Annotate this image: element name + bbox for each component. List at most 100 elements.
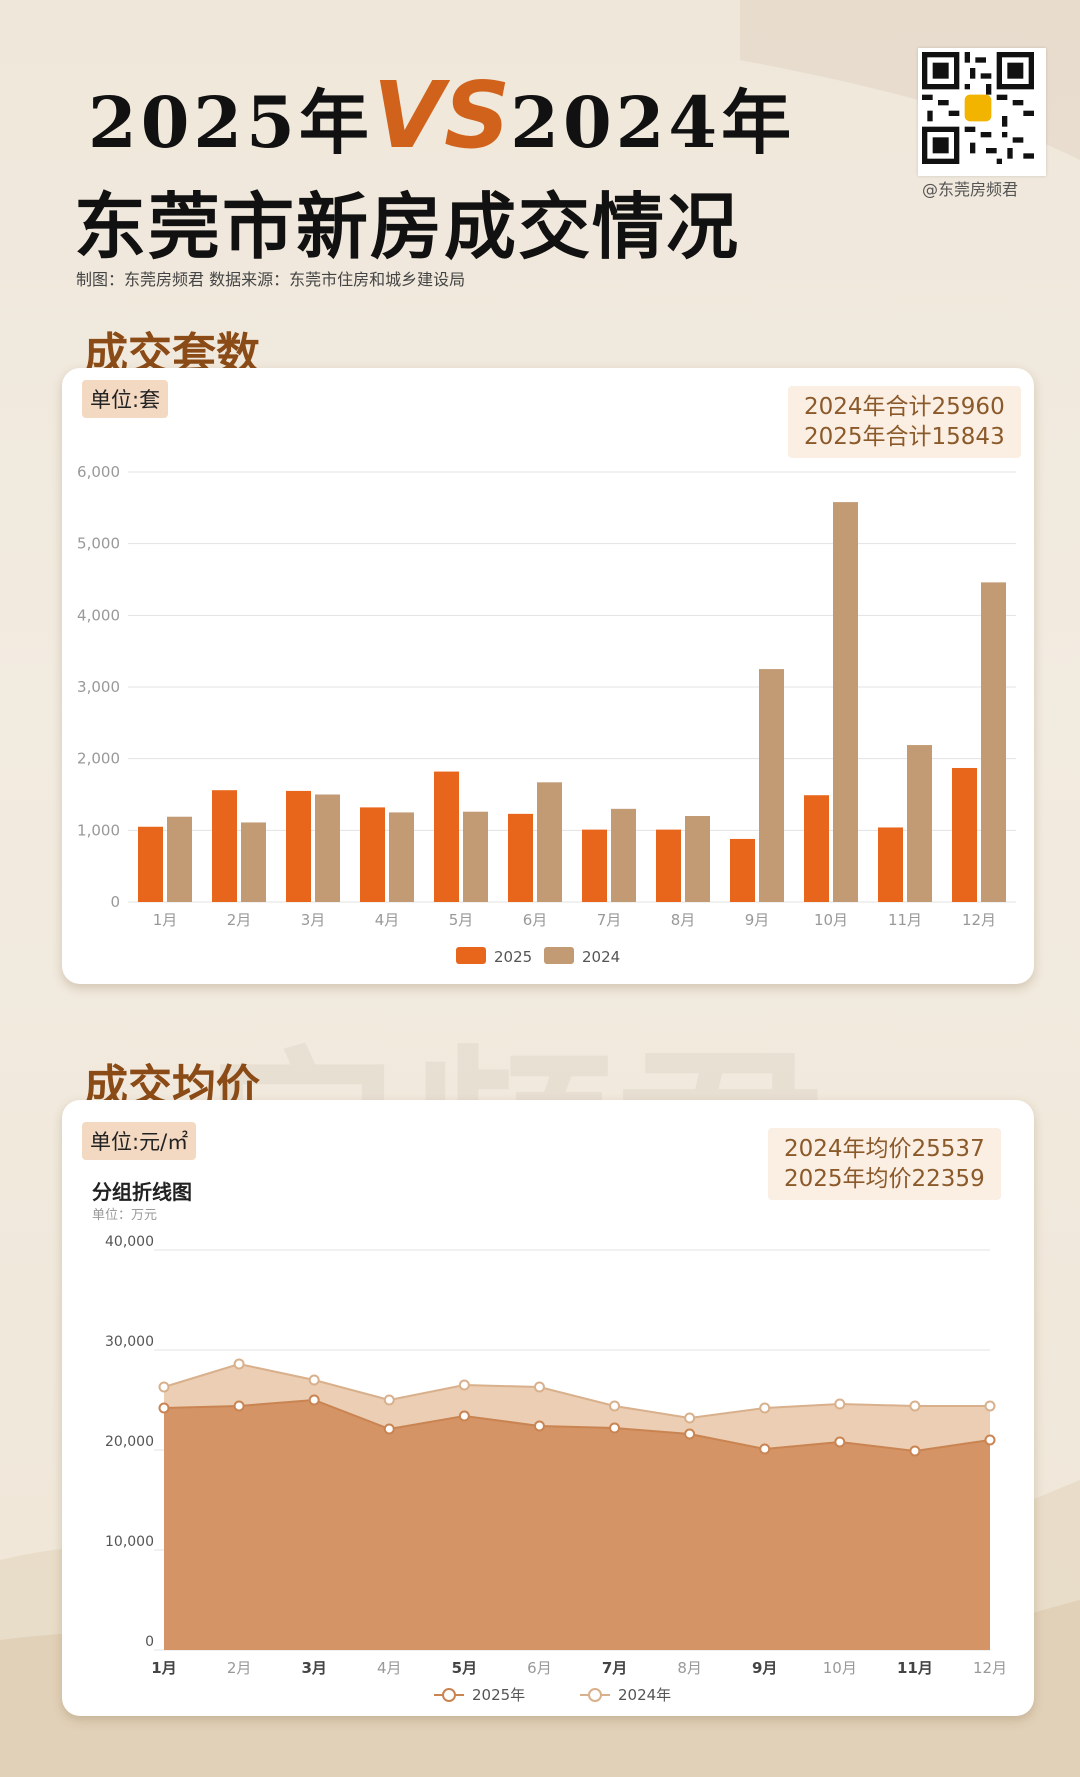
x-tick-label: 10月	[823, 1659, 857, 1677]
point-2025年-11月	[909, 1445, 921, 1457]
line-2024年	[163, 1362, 990, 1420]
y-tick-label: 1,000	[77, 821, 120, 839]
bar-2025-3月	[286, 790, 311, 902]
x-tick-label: 8月	[677, 1659, 702, 1677]
y-tick-label: 6,000	[77, 463, 120, 481]
volume-totals-box: 2024年合计25960 2025年合计15843	[788, 386, 1021, 458]
price-chart-subtitle: 分组折线图	[92, 1180, 192, 1204]
x-tick-label: 9月	[745, 911, 770, 929]
point-2025年-5月	[458, 1410, 470, 1422]
y-tick-label: 5,000	[77, 535, 120, 553]
x-tick-label: 6月	[523, 911, 548, 929]
bar-2025-2月	[212, 790, 237, 902]
bar-2024-12月	[981, 582, 1006, 902]
legend-swatch-2024	[544, 947, 574, 964]
x-tick-label: 10月	[814, 911, 848, 929]
qr-handle-text: @东莞房频君	[922, 180, 1019, 199]
bar-2024-7月	[611, 808, 636, 902]
title-year-2024: 2024年	[510, 81, 796, 164]
point-2024年-4月	[383, 1394, 395, 1406]
point-2024年-12月	[984, 1400, 996, 1412]
page-title-line2: 东莞市新房成交情况	[74, 184, 741, 269]
line-2025年	[163, 1398, 991, 1453]
x-tick-label: 3月	[301, 911, 326, 929]
x-tick-label: 12月	[962, 911, 996, 929]
y-tick-label: 10,000	[105, 1534, 154, 1550]
point-2025年-2月	[233, 1400, 245, 1412]
x-tick-label: 1月	[153, 911, 178, 929]
bar-2024-9月	[759, 669, 784, 902]
avg-2025: 2025年均价22359	[784, 1166, 985, 1192]
point-2024年-11月	[909, 1400, 921, 1412]
point-2025年-9月	[759, 1443, 771, 1455]
y-tick-label: 40,000	[105, 1234, 154, 1250]
legend-label-2024: 2024	[582, 948, 620, 966]
total-2024: 2024年合计25960	[804, 394, 1005, 420]
point-2025年-6月	[533, 1420, 545, 1432]
y-tick-label: 30,000	[105, 1334, 154, 1350]
bar-2024-3月	[315, 794, 340, 902]
bar-2025-8月	[656, 829, 681, 902]
legend-marker-2024年	[588, 1688, 602, 1702]
qr-code-icon	[918, 48, 1046, 176]
point-2025年-7月	[609, 1422, 621, 1434]
y-tick-label: 3,000	[77, 678, 120, 696]
x-tick-label: 7月	[597, 911, 622, 929]
bar-2025-6月	[508, 813, 533, 902]
x-tick-label: 4月	[377, 1659, 402, 1677]
bar-2025-12月	[952, 767, 977, 902]
page-title-line1: 2025年VS2024年	[88, 62, 795, 169]
legend-label-2025: 2025	[494, 948, 532, 966]
bar-2024-2月	[241, 822, 266, 902]
x-tick-label: 4月	[375, 911, 400, 929]
bar-2025-9月	[730, 838, 755, 902]
x-tick-label: 9月	[752, 1659, 777, 1677]
price-unit-badge: 单位:元/㎡	[82, 1122, 197, 1160]
y-tick-label: 0	[145, 1634, 154, 1650]
legend-marker-2025年	[442, 1688, 456, 1702]
price-averages-box: 2024年均价25537 2025年均价22359	[768, 1128, 1001, 1200]
y-tick-label: 0	[110, 893, 120, 911]
point-2025年-12月	[984, 1434, 996, 1446]
avg-2024: 2024年均价25537	[784, 1136, 985, 1162]
legend-label-2024年: 2024年	[618, 1686, 671, 1704]
y-tick-label: 20,000	[105, 1434, 154, 1450]
point-2024年-5月	[458, 1379, 470, 1391]
x-tick-label: 1月	[151, 1659, 176, 1677]
point-2024年-7月	[609, 1400, 621, 1412]
bar-2025-1月	[138, 826, 163, 902]
bar-2024-1月	[167, 816, 192, 902]
credit-text: 制图：东莞房频君 数据来源：东莞市住房和城乡建设局	[76, 270, 466, 289]
bar-2025-10月	[804, 795, 829, 902]
x-tick-label: 6月	[527, 1659, 552, 1677]
point-2024年-1月	[158, 1381, 170, 1393]
x-tick-label: 5月	[452, 1659, 477, 1677]
price-chart-sub-unit: 单位：万元	[92, 1208, 158, 1223]
point-2025年-3月	[308, 1394, 320, 1406]
x-tick-label: 7月	[602, 1659, 627, 1677]
x-tick-label: 11月	[888, 911, 922, 929]
point-2024年-10月	[834, 1398, 846, 1410]
legend-label-2025年: 2025年	[472, 1686, 525, 1704]
bar-2024-6月	[537, 782, 562, 902]
bar-2024-5月	[463, 811, 488, 902]
x-tick-label: 3月	[301, 1659, 326, 1677]
area-2025年	[164, 1400, 990, 1650]
volume-unit-badge: 单位:套	[82, 380, 169, 418]
bar-2024-10月	[833, 502, 858, 902]
point-2025年-10月	[834, 1436, 846, 1448]
x-tick-label: 5月	[449, 911, 474, 929]
x-tick-label: 2月	[227, 911, 252, 929]
bar-2025-4月	[360, 807, 385, 902]
bar-2025-11月	[878, 827, 903, 902]
point-2024年-8月	[684, 1412, 696, 1424]
vs-logo: VS	[372, 62, 511, 169]
x-tick-label: 8月	[671, 911, 696, 929]
point-2025年-4月	[383, 1423, 395, 1435]
x-tick-label: 11月	[897, 1659, 933, 1677]
bar-2024-11月	[907, 745, 932, 902]
bar-2024-8月	[685, 816, 710, 902]
y-tick-label: 4,000	[77, 606, 120, 624]
